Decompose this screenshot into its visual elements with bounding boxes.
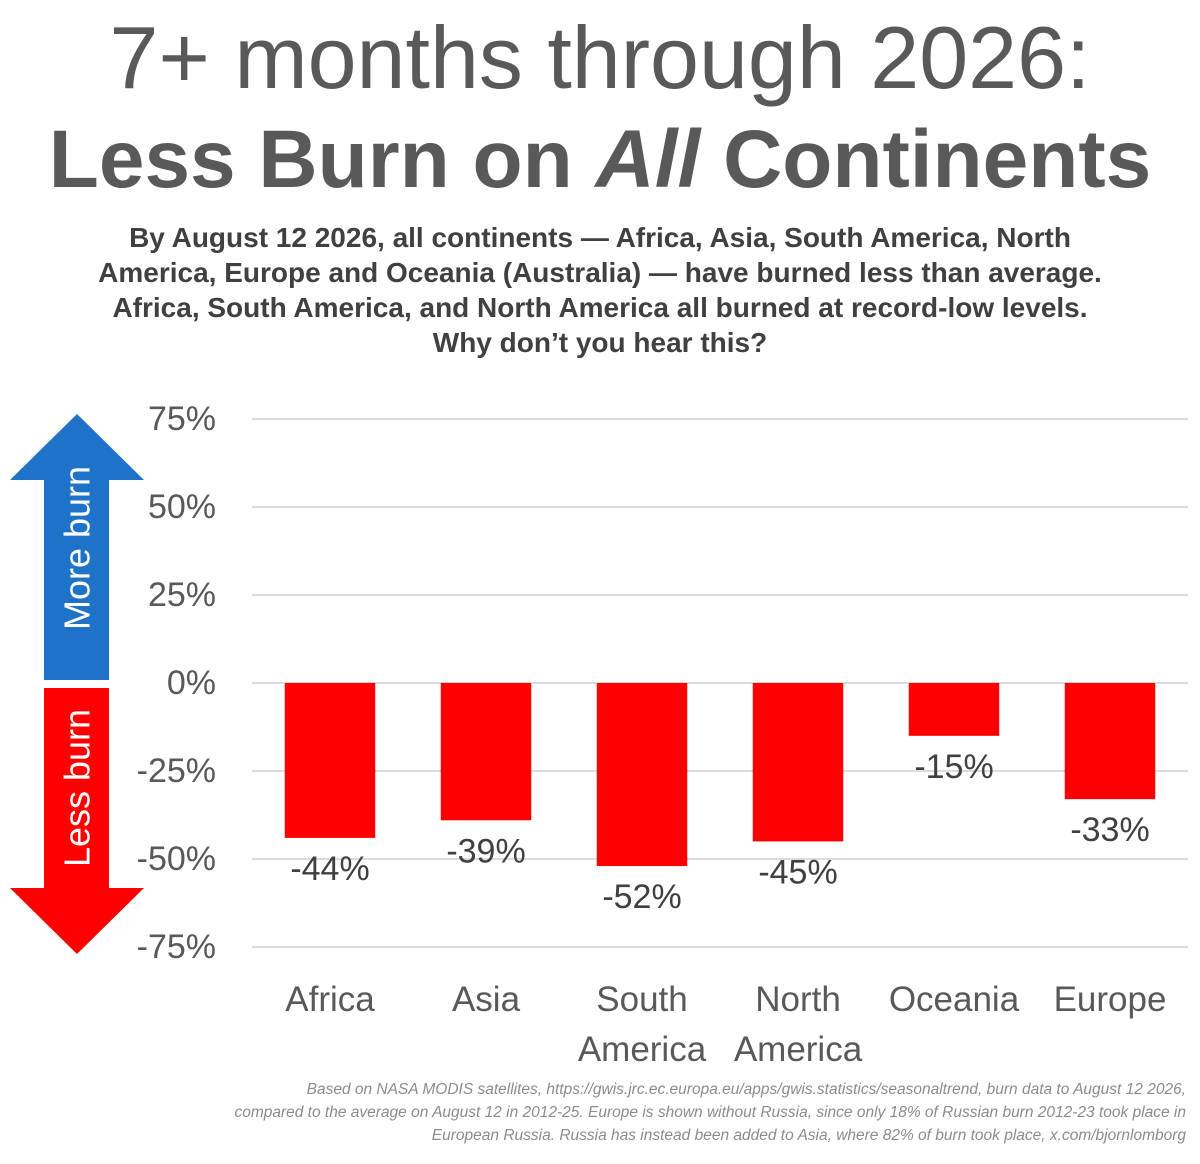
bar-chart: More burn Less burn 75% 50% 25% 0% -25% -50% -… <box>0 390 1200 1075</box>
more-burn-arrow-icon <box>10 414 144 680</box>
bars <box>284 683 1156 867</box>
data-label: -52% <box>602 878 681 916</box>
data-label: -39% <box>446 832 525 870</box>
x-tick-label: North <box>755 980 841 1019</box>
burn-direction-arrows: More burn Less burn <box>10 414 144 954</box>
chart-title-line2: Less Burn on All Continents <box>0 112 1200 208</box>
x-axis-labels: Africa Asia South America North America Oceani… <box>285 980 1166 1069</box>
y-tick-label: 25% <box>148 576 216 614</box>
less-burn-label: Less burn <box>57 709 98 867</box>
subtitle-line: By August 12 2026, all continents — Afri… <box>129 222 1071 253</box>
footnote-line: European Russia. Russia has instead been… <box>431 1127 1186 1144</box>
footnote-line: compared to the average on August 12 in … <box>234 1104 1186 1121</box>
title-text-italic: All <box>595 114 701 205</box>
source-footnote: Based on NASA MODIS satellites, https://… <box>6 1078 1186 1147</box>
bar <box>284 683 376 838</box>
x-tick-label: Oceania <box>889 980 1020 1019</box>
y-tick-label: -75% <box>137 928 216 966</box>
chart-subtitle: By August 12 2026, all continents — Afri… <box>20 220 1180 360</box>
x-tick-label: South <box>596 980 687 1019</box>
title-text-before: Less Burn on <box>48 114 596 205</box>
x-tick-label: Asia <box>452 980 521 1019</box>
x-tick-label: America <box>578 1030 707 1069</box>
y-tick-label: -50% <box>137 840 216 878</box>
bar <box>1064 683 1156 800</box>
bar <box>752 683 844 842</box>
footnote-line: Based on NASA MODIS satellites, https://… <box>306 1081 1186 1098</box>
y-axis-ticks: 75% 50% 25% 0% -25% -50% -75% <box>137 400 216 966</box>
data-label: -33% <box>1070 811 1149 849</box>
less-burn-arrow-icon <box>10 688 144 954</box>
subtitle-line: Africa, South America, and North America… <box>112 292 1088 323</box>
x-tick-label: Europe <box>1054 980 1167 1019</box>
data-label: -45% <box>758 853 837 891</box>
x-tick-label: America <box>734 1030 863 1069</box>
bar <box>908 683 1000 736</box>
x-tick-label: Africa <box>285 980 375 1019</box>
data-labels: -44% -39% -52% -45% -15% -33% <box>290 748 1149 916</box>
title-text-after: Continents <box>700 114 1152 205</box>
y-tick-label: 50% <box>148 488 216 526</box>
data-label: -44% <box>290 850 369 888</box>
bar <box>596 683 688 867</box>
chart-canvas: More burn Less burn 75% 50% 25% 0% -25% -50% -… <box>10 400 1188 1069</box>
data-label: -15% <box>914 748 993 786</box>
y-tick-label: 0% <box>167 664 216 702</box>
chart-title-line1: 7+ months through 2026: <box>109 8 1091 107</box>
more-burn-label: More burn <box>57 466 98 630</box>
y-tick-label: -25% <box>137 752 216 790</box>
subtitle-line: Why don’t you hear this? <box>432 327 768 358</box>
subtitle-line: America, Europe and Oceania (Australia) … <box>98 257 1102 288</box>
y-tick-label: 75% <box>148 400 216 438</box>
gridlines <box>252 418 1188 948</box>
bar <box>440 683 532 821</box>
